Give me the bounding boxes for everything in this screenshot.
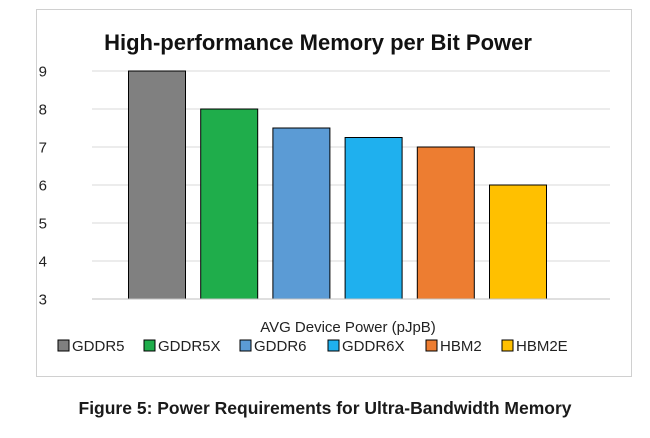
bar-gddr5x bbox=[200, 108, 259, 300]
y-tick-label: 3 bbox=[39, 292, 47, 309]
bar-chart: High-performance Memory per Bit Power 3 4… bbox=[39, 30, 610, 355]
legend-swatch bbox=[425, 339, 438, 352]
bar-gddr5 bbox=[128, 70, 186, 300]
legend-swatch bbox=[501, 339, 514, 352]
legend: GDDR5 GDDR5X GDDR6 GDDR6X HBM2 HBM2E bbox=[57, 338, 568, 355]
bars bbox=[128, 70, 547, 300]
legend-label: HBM2E bbox=[516, 338, 568, 355]
y-tick-label: 7 bbox=[39, 140, 47, 157]
legend-label: HBM2 bbox=[440, 338, 482, 355]
chart-title: High-performance Memory per Bit Power bbox=[104, 30, 532, 55]
legend-swatch bbox=[327, 339, 340, 352]
legend-label: GDDR5X bbox=[158, 338, 221, 355]
y-tick-label: 5 bbox=[39, 216, 47, 233]
y-tick-label: 9 bbox=[39, 64, 47, 81]
bar-hbm2 bbox=[416, 146, 475, 300]
bar-hbm2e bbox=[489, 184, 547, 300]
y-tick-label: 4 bbox=[39, 254, 47, 271]
legend-label: GDDR6X bbox=[342, 338, 405, 355]
legend-swatch bbox=[143, 339, 156, 352]
y-tick-label: 8 bbox=[39, 102, 47, 119]
y-axis-tick-labels: 3 4 5 6 7 8 9 bbox=[39, 64, 47, 309]
legend-swatch bbox=[239, 339, 252, 352]
bar-gddr6 bbox=[272, 127, 331, 300]
legend-label: GDDR5 bbox=[72, 338, 125, 355]
x-axis-label: AVG Device Power (pJpB) bbox=[260, 319, 436, 336]
legend-label: GDDR6 bbox=[254, 338, 307, 355]
figure-caption: Figure 5: Power Requirements for Ultra-B… bbox=[78, 398, 572, 418]
bar-gddr6x bbox=[344, 137, 403, 300]
y-tick-label: 6 bbox=[39, 178, 47, 195]
legend-swatch bbox=[57, 339, 70, 352]
